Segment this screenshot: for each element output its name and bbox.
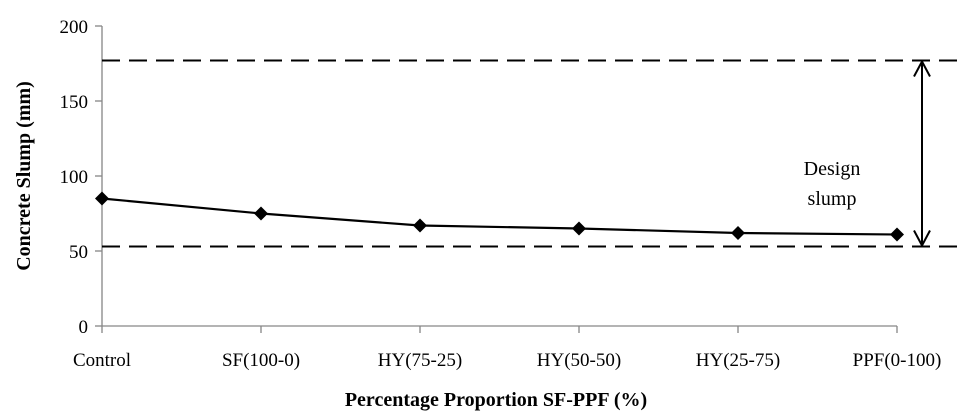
series-layer xyxy=(95,191,904,242)
y-tick-label: 50 xyxy=(69,242,88,263)
x-tick-label: HY(50-50) xyxy=(537,350,621,371)
data-point-marker xyxy=(572,221,586,236)
data-point-marker xyxy=(413,218,427,233)
design-arrow-head-top xyxy=(913,59,931,77)
plot-area: 0 50 100 150 200 Control SF(100-0) HY(75-25) HY(… xyxy=(60,17,942,371)
x-tick-label: PPF(0-100) xyxy=(853,350,942,371)
data-point-marker xyxy=(731,226,745,240)
design-label-line1: Design xyxy=(804,158,861,180)
x-tick-label: Control xyxy=(73,350,131,371)
data-point-marker xyxy=(95,191,109,206)
y-tick-label: 100 xyxy=(60,167,89,188)
y-tick-label: 0 xyxy=(79,317,89,338)
data-point-marker xyxy=(254,206,268,221)
x-tick-label: HY(75-25) xyxy=(378,350,462,371)
series-line xyxy=(101,197,898,236)
x-tick-label: SF(100-0) xyxy=(222,350,300,371)
design-arrow-head-bottom xyxy=(913,230,931,248)
x-axis-title: Percentage Proportion SF-PPF (%) xyxy=(345,389,647,411)
design-label-line2: slump xyxy=(808,188,857,210)
design-slump-annotation: Design slump xyxy=(102,59,958,248)
y-tick-label: 200 xyxy=(60,17,89,38)
y-axis-title: Concrete Slump (mm) xyxy=(13,81,35,271)
data-point-marker xyxy=(890,227,904,242)
y-tick-label: 150 xyxy=(60,92,89,113)
x-tick-label: HY(25-75) xyxy=(696,350,780,371)
